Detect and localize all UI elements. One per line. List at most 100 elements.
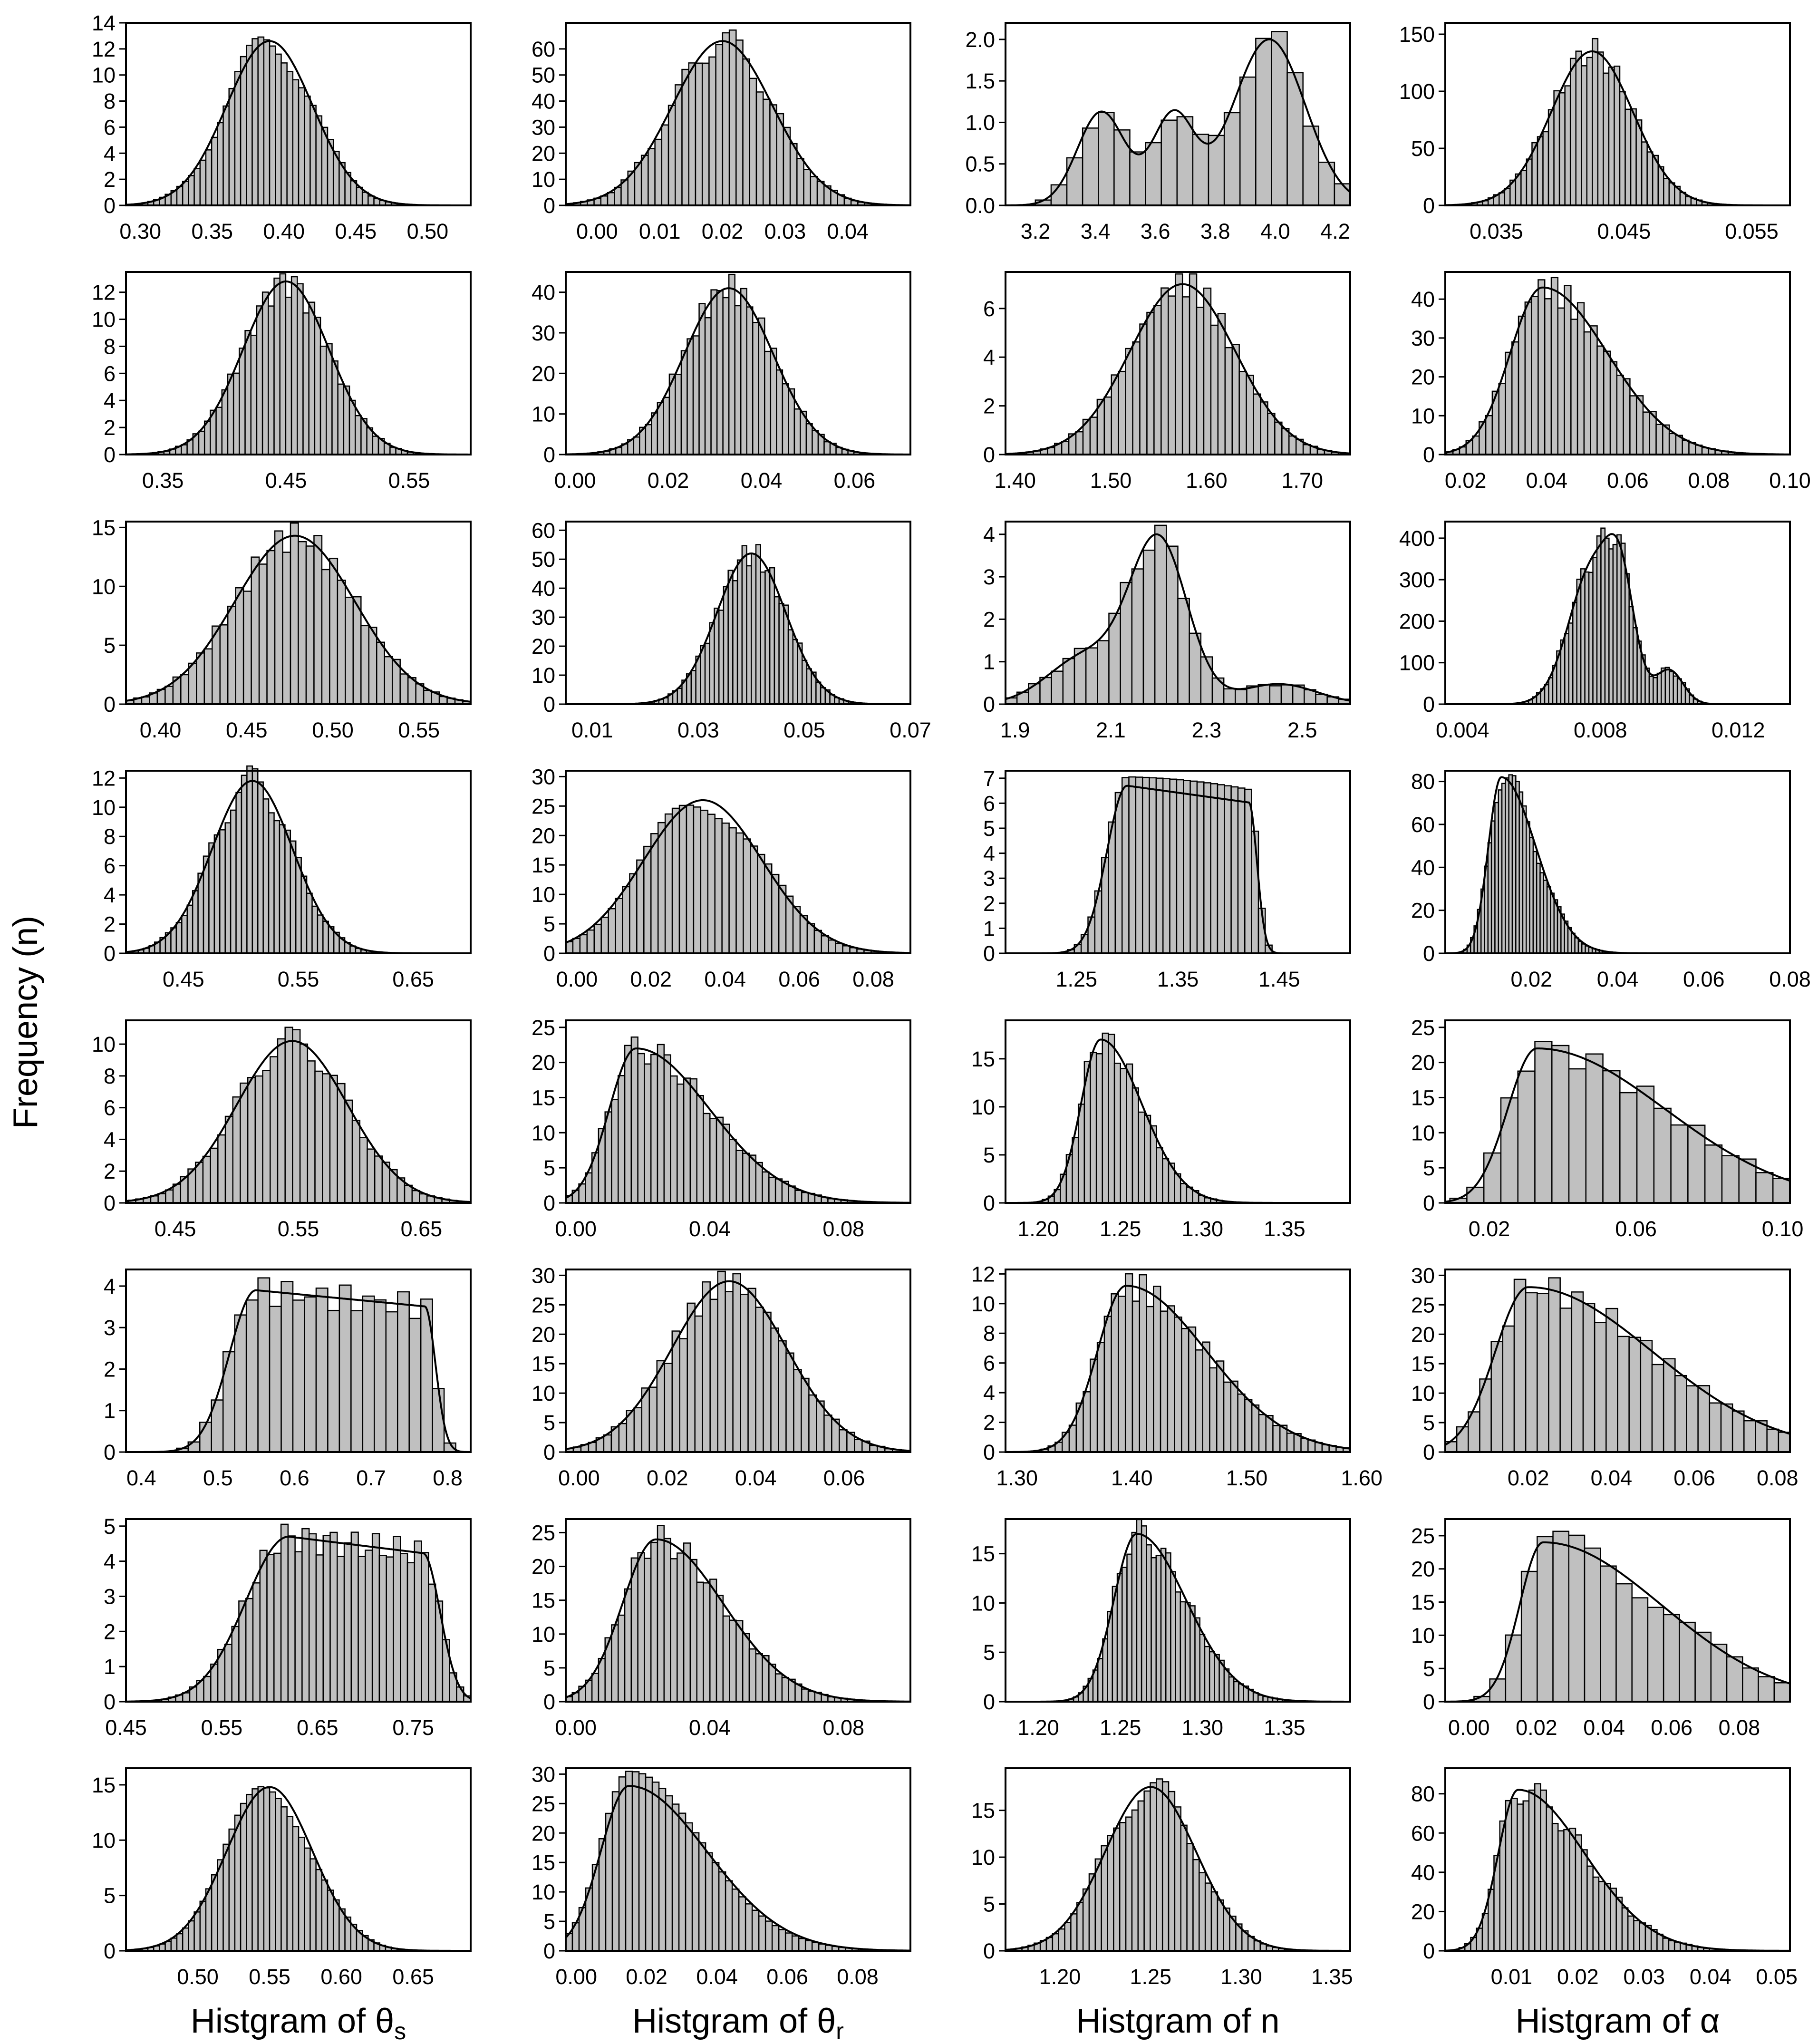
histogram-bar: [1064, 1922, 1072, 1952]
histogram-bar: [796, 158, 804, 206]
histogram-bar: [1170, 1571, 1176, 1703]
histogram-bar: [164, 1941, 172, 1952]
histogram-bar: [1153, 1286, 1161, 1453]
histogram-bar: [615, 898, 623, 954]
y-tick-label: 1: [104, 1655, 116, 1679]
histogram-bar: [1720, 1403, 1733, 1453]
histogram-bar: [1569, 1828, 1576, 1952]
plot-frame: [125, 1518, 472, 1703]
histogram-bar: [755, 544, 761, 705]
x-tick-label: 1.30: [996, 1466, 1038, 1490]
histogram-bar: [1083, 1391, 1091, 1453]
histogram-bar: [1709, 1402, 1722, 1453]
histogram-bar: [1139, 1274, 1147, 1453]
histogram-bar: [343, 1542, 352, 1703]
histogram-bar: [224, 1644, 232, 1703]
histogram-bar: [729, 1619, 737, 1703]
density-curve: [565, 799, 911, 954]
y-tick-label: 5: [983, 1640, 995, 1665]
histogram-bar: [700, 809, 709, 954]
plot-frame: [1005, 770, 1351, 954]
histogram-bar: [1126, 1063, 1133, 1204]
histogram-bar: [718, 610, 725, 705]
y-tick-label: 8: [104, 824, 116, 849]
histogram-bar: [1500, 1097, 1518, 1204]
histogram-bar: [208, 842, 215, 954]
histogram-bar: [781, 1676, 789, 1703]
column-label-2: Histgram of θr: [632, 2002, 844, 2044]
histogram-bar: [1166, 545, 1179, 705]
histogram-bar: [299, 1043, 309, 1204]
y-tick-label: 2: [104, 1159, 116, 1183]
histogram-bar: [1588, 572, 1594, 705]
histogram-bar: [338, 1284, 352, 1453]
x-tick-label: 0.04: [689, 1715, 731, 1740]
histogram-bar: [762, 1171, 770, 1204]
x-tick-label: 3.4: [1081, 219, 1111, 243]
histogram-bar: [689, 1078, 697, 1204]
histogram-bar: [683, 1542, 691, 1703]
histogram-bar: [1181, 1327, 1189, 1453]
histogram-bar: [1766, 1428, 1779, 1453]
histogram-bar: [1584, 571, 1590, 705]
y-tick-label: 15: [532, 1850, 555, 1875]
histogram-bar: [308, 1533, 317, 1703]
histogram-bar: [224, 822, 232, 954]
histogram-bar: [1183, 780, 1191, 954]
histogram-bar: [181, 444, 188, 455]
plot-frame: [125, 521, 472, 705]
y-tick-label: 2: [983, 394, 995, 418]
histogram-bar: [1625, 108, 1632, 206]
histogram-bar: [805, 423, 813, 455]
histogram-bar: [1265, 1414, 1274, 1453]
y-tick-label: 100: [1399, 651, 1435, 675]
histogram-bar: [1568, 1068, 1587, 1204]
histogram-bar: [240, 56, 247, 206]
histogram-bar: [1758, 1676, 1775, 1703]
y-tick-label: 25: [532, 1293, 555, 1317]
histogram-bar: [1214, 1654, 1220, 1703]
histogram-bar: [798, 1937, 806, 1952]
histogram-bar: [302, 312, 309, 455]
histogram-bar: [598, 1657, 606, 1703]
histogram-bar: [741, 545, 747, 705]
histogram-bar: [266, 550, 276, 705]
histogram-bar: [1596, 535, 1602, 705]
y-tick-label: 10: [532, 1622, 555, 1647]
y-tick-label: 30: [532, 115, 555, 139]
histogram-bar: [1168, 1791, 1176, 1952]
histogram-bar: [807, 1690, 816, 1703]
histogram-bar: [774, 1178, 783, 1204]
y-tick-label: 15: [1411, 1085, 1435, 1110]
histogram-bar: [725, 1291, 734, 1453]
density-curve: [1445, 1047, 1790, 1203]
histogram-bar: [332, 1899, 340, 1952]
histogram-bar: [1548, 1277, 1561, 1453]
histogram-bar: [1196, 781, 1205, 954]
y-tick-label: 40: [1411, 1860, 1435, 1885]
histogram-bar: [600, 916, 609, 954]
x-tick-label: 1.20: [1017, 1715, 1059, 1740]
histogram-bar: [1511, 341, 1519, 455]
histogram-bar: [314, 317, 321, 455]
histogram-bar: [193, 168, 201, 206]
y-tick-label: 40: [1411, 287, 1435, 311]
histogram-bar: [1592, 1876, 1600, 1952]
histogram-bar: [1162, 1158, 1170, 1204]
y-tick-label: 20: [532, 361, 555, 386]
histogram-bar: [1280, 684, 1294, 705]
x-tick-label: 1.20: [1039, 1965, 1081, 1989]
x-tick-label: 0.06: [823, 1466, 865, 1490]
histogram-bar: [677, 1552, 685, 1703]
histogram-bar: [768, 1176, 776, 1204]
y-tick-label: 5: [1423, 1657, 1435, 1681]
x-tick-label: 0.06: [1673, 1466, 1715, 1490]
histogram-bar: [625, 1771, 633, 1952]
histogram-bar: [286, 71, 294, 206]
y-tick-label: 25: [532, 1792, 555, 1816]
y-tick-label: 20: [1411, 899, 1435, 923]
histogram-bar: [1108, 612, 1121, 705]
histogram-bar: [157, 1193, 166, 1204]
histogram-bar: [329, 1531, 338, 1703]
histogram-bar: [585, 1172, 593, 1204]
